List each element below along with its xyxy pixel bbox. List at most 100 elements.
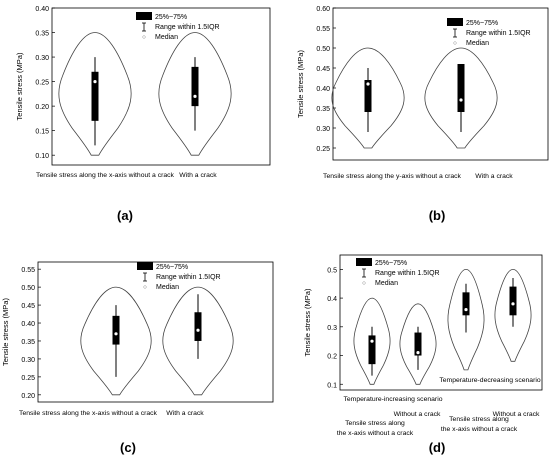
legend-box-swatch — [356, 258, 372, 266]
chart-panel-1: 0.10 0.15 0.20 0.25 0.30 0.35 0.40 Tensile stre… — [15, 6, 271, 223]
chart-panel-3: 0.20 0.25 0.30 0.35 0.40 0.45 0.50 0.55 Tensile … — [1, 261, 274, 455]
legend-median-label: Median — [375, 280, 398, 287]
y-tick-label: 0.40 — [35, 6, 49, 13]
category-label: Without a crack — [493, 411, 540, 418]
violin-outline — [58, 32, 132, 156]
violin-outline — [494, 268, 532, 362]
y-tick-label: 0.1 — [327, 382, 337, 389]
y-tick-label: 0.50 — [316, 46, 330, 53]
chart-panel-2: 0.25 0.30 0.35 0.40 0.45 0.50 0.55 0.60 Tensile … — [296, 6, 549, 223]
legend-box-label: 25%~75% — [375, 260, 407, 267]
y-tick-label: 0.45 — [21, 303, 35, 310]
y-tick-label: 0.35 — [316, 106, 330, 113]
legend-whisker-label: Range within 1.5IQR — [375, 270, 440, 277]
panel-label: (a) — [117, 208, 133, 223]
legend-median-symbol — [453, 41, 457, 45]
chart-panel-4: 0.1 0.2 0.3 0.4 0.5 Tensile stress (MPa) Tensi… — [303, 254, 543, 455]
category-label: With a crack — [179, 172, 217, 179]
legend-whisker-label: Range within 1.5IQR — [155, 24, 220, 31]
iqr-box — [112, 315, 120, 345]
category-label: the x-axis without a crack — [337, 430, 414, 437]
legend-median-label: Median — [156, 284, 179, 291]
y-tick-label: 0.45 — [316, 66, 330, 73]
y-tick-label: 0.30 — [21, 357, 35, 364]
y-tick-label: 0.25 — [21, 375, 35, 382]
y-tick-label: 0.30 — [316, 126, 330, 133]
median-dot — [370, 339, 374, 343]
legend-whisker-label: Range within 1.5IQR — [466, 30, 531, 37]
median-dot — [93, 79, 97, 84]
median-dot — [114, 332, 118, 336]
y-tick-label: 0.40 — [316, 86, 330, 93]
violin-outline — [447, 268, 485, 371]
y-axis-label: Tensile stress (MPa) — [1, 298, 10, 366]
violin-outline — [80, 286, 152, 396]
y-tick-label: 0.40 — [21, 321, 35, 328]
plot-frame — [339, 254, 543, 391]
legend-median-label: Median — [466, 40, 489, 47]
panel-label: (b) — [429, 208, 446, 223]
violin-outline — [162, 286, 234, 396]
y-tick-label: 0.5 — [327, 267, 337, 274]
y-tick-label: 0.35 — [35, 31, 49, 38]
legend-box-label: 25%~75% — [466, 20, 498, 27]
iqr-box — [364, 80, 372, 112]
y-tick-label: 0.20 — [35, 104, 49, 111]
legend-box-swatch — [447, 18, 463, 26]
panel-label: (d) — [429, 440, 446, 455]
y-tick-label: 0.60 — [316, 6, 330, 13]
y-axis-label: Tensile stress (MPa) — [296, 50, 305, 118]
plot-frame — [37, 261, 274, 403]
category-label: Tensile stress along — [345, 420, 405, 427]
violin-outline — [353, 297, 391, 385]
iqr-box — [194, 312, 202, 341]
median-dot — [193, 94, 197, 98]
legend-box-label: 25%~75% — [156, 264, 188, 271]
iqr-box — [462, 292, 470, 316]
scenario-label: Temperature-decreasing scenario — [439, 377, 540, 384]
violin-outline — [424, 47, 498, 149]
scenario-label: Temperature-increasing scenario — [344, 396, 443, 403]
median-dot — [464, 307, 468, 312]
y-tick-label: 0.15 — [35, 129, 49, 136]
y-tick-label: 0.3 — [327, 325, 337, 332]
legend-box-label: 25%~75% — [155, 14, 187, 21]
iqr-box — [414, 332, 422, 356]
plot-frame — [332, 7, 549, 161]
y-tick-label: 0.55 — [316, 26, 330, 33]
y-tick-label: 0.50 — [21, 285, 35, 292]
y-tick-label: 0.55 — [21, 267, 35, 274]
iqr-box — [368, 335, 376, 365]
legend-whisker-label: Range within 1.5IQR — [156, 274, 221, 281]
legend-box-swatch — [136, 12, 152, 20]
y-tick-label: 0.20 — [21, 393, 35, 400]
iqr-box — [457, 64, 465, 112]
legend-median-label: Median — [155, 34, 178, 41]
y-tick-label: 0.10 — [35, 153, 49, 160]
category-label: Tensile stress along the x-axis without … — [19, 410, 157, 417]
violin-outline — [399, 303, 437, 385]
violin-outline — [158, 32, 232, 156]
y-tick-label: 0.25 — [35, 80, 49, 87]
median-dot — [416, 351, 420, 355]
iqr-box — [191, 66, 199, 107]
y-tick-label: 0.35 — [21, 339, 35, 346]
category-label: Tensile stress along — [449, 416, 509, 423]
legend-median-symbol — [142, 35, 146, 39]
panel-label: (c) — [120, 440, 136, 455]
iqr-box — [91, 71, 99, 121]
y-axis-label: Tensile stress (MPa) — [15, 52, 24, 120]
y-tick-label: 0.25 — [316, 146, 330, 153]
median-dot — [459, 98, 463, 102]
violin-outline — [331, 47, 405, 149]
category-label: Tensile stress along the x-axis without … — [36, 172, 174, 179]
y-tick-label: 0.4 — [327, 296, 337, 303]
category-label: Without a crack — [394, 411, 441, 418]
legend-median-symbol — [143, 285, 147, 289]
median-dot — [366, 82, 370, 86]
category-label: With a crack — [166, 410, 204, 417]
plot-frame — [51, 7, 271, 166]
y-tick-label: 0.2 — [327, 354, 337, 361]
iqr-box — [509, 286, 517, 316]
